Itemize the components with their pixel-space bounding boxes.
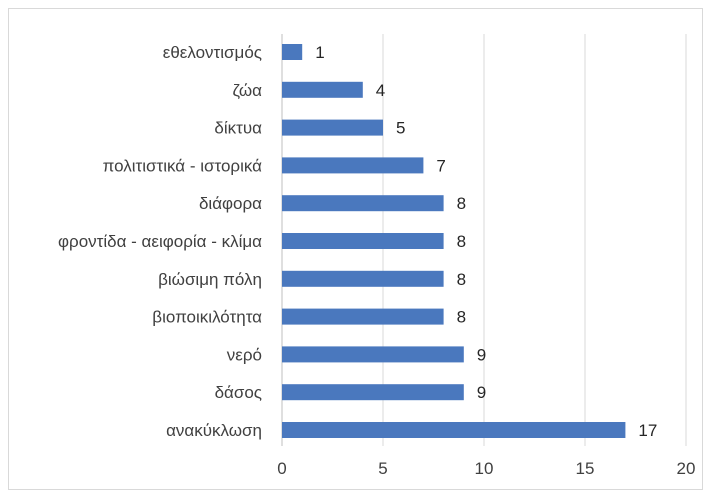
category-label: βιοποικιλότητα [152,308,262,327]
x-tick-label: 20 [677,459,696,478]
category-label: ανακύκλωση [166,421,262,440]
category-label: βιώσιμη πόλη [158,270,262,289]
category-label: εθελοντισμός [163,43,262,62]
data-label: 8 [457,232,466,251]
category-label: νερό [227,345,262,364]
category-labels: εθελοντισμός ζώα δίκτυα πολιτιστικά - ιστορ… [58,43,262,440]
data-label: 9 [477,383,486,402]
category-label: ζώα [233,81,263,100]
x-tick-label: 0 [277,459,286,478]
data-label: 5 [396,119,405,138]
bar [282,308,444,325]
data-label: 9 [477,345,486,364]
category-label: φροντίδα - αειφορία - κλίμα [58,232,262,251]
category-label: διάφορα [199,194,262,213]
bar [282,119,383,136]
bar [282,346,464,363]
bar [282,44,303,60]
data-label: 8 [457,270,466,289]
bar [282,157,424,174]
data-label: 8 [457,194,466,213]
data-label: 4 [376,81,385,100]
bar [282,233,444,249]
category-label: δίκτυα [214,119,262,138]
bar [282,195,444,212]
data-label: 7 [436,156,445,175]
category-label: πολιτιστικά - ιστορικά [103,156,263,175]
x-axis-ticks: 0 5 10 15 20 [277,459,695,478]
bars [282,44,626,438]
x-tick-label: 10 [475,459,494,478]
bar [282,422,626,438]
x-tick-label: 15 [576,459,595,478]
data-label: 8 [457,308,466,327]
x-tick-label: 5 [378,459,387,478]
data-label: 1 [315,43,324,62]
bar [282,270,444,287]
data-label: 17 [638,421,657,440]
bar [282,384,464,401]
category-label: δάσος [215,383,262,402]
bar [282,81,363,98]
